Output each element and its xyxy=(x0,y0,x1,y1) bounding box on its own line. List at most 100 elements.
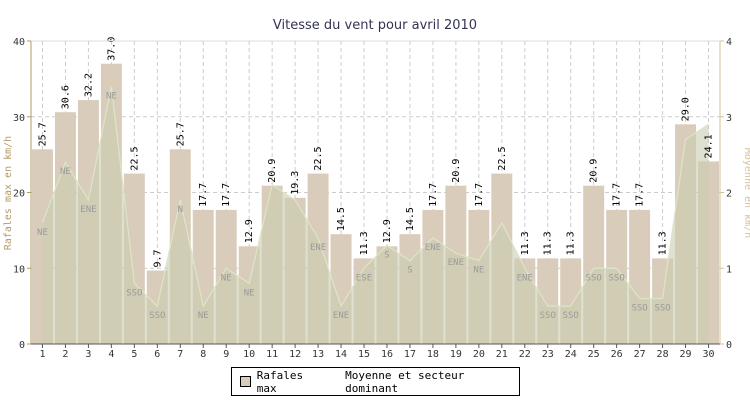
x-tick-label: 6 xyxy=(154,349,160,360)
sector-label: S xyxy=(384,251,389,261)
bar-value-label: 29.0 xyxy=(681,97,692,121)
x-tick-label: 2 xyxy=(62,349,68,360)
sector-label: NE xyxy=(37,228,48,238)
y-tick-label-right: 1 xyxy=(726,264,732,275)
x-tick-label: 21 xyxy=(496,349,508,360)
sector-label: SSO xyxy=(631,304,647,314)
y-axis-right-label: Moyenne en km/h xyxy=(742,148,750,238)
plot-area: NE NE ENE NE SSO SSO N NE NE NE ENE ENE ESE S S ENE ENE N… xyxy=(13,37,732,360)
x-tick-label: 29 xyxy=(680,349,692,360)
sector-label: NE xyxy=(244,288,255,298)
bar-value-label: 22.5 xyxy=(129,146,140,170)
x-tick-label: 17 xyxy=(404,349,416,360)
y-tick-label-left: 0 xyxy=(19,340,25,351)
sector-label: SSO xyxy=(563,311,579,321)
x-tick-label: 4 xyxy=(108,349,114,360)
bar-value-label: 9.7 xyxy=(152,249,163,267)
mean-line xyxy=(41,86,709,308)
sector-label: S xyxy=(407,266,412,276)
bar-value-label: 25.7 xyxy=(37,122,48,146)
legend-swatch-gusts xyxy=(240,376,251,387)
bar-value-label: 17.7 xyxy=(474,183,485,207)
y-tick-label-left: 10 xyxy=(13,264,25,275)
y-tick-label-right: 3 xyxy=(726,113,732,124)
legend-label-gusts: Rafales max xyxy=(256,368,304,395)
x-tick-label: 25 xyxy=(588,349,600,360)
y-tick-label-right: 4 xyxy=(726,37,732,48)
bar-value-label: 17.7 xyxy=(198,183,209,207)
x-tick-label: 13 xyxy=(312,349,324,360)
bar-value-label: 14.5 xyxy=(336,207,347,231)
bar-value-label: 17.7 xyxy=(221,183,232,207)
y-axis-left-label: Rafales max en km/h xyxy=(3,136,14,250)
sector-label: ENE xyxy=(448,258,464,268)
bar-value-label: 11.3 xyxy=(359,231,370,255)
x-tick-label: 9 xyxy=(223,349,229,360)
x-tick-label: 3 xyxy=(85,349,91,360)
bar-value-label: 22.5 xyxy=(497,146,508,170)
sector-label: NE xyxy=(221,273,232,283)
sector-label: NE xyxy=(106,91,117,101)
bar-value-label: 11.3 xyxy=(543,231,554,255)
y-tick-label-left: 20 xyxy=(13,189,25,200)
bar-value-label: 11.3 xyxy=(566,231,577,255)
bar-value-label: 19.3 xyxy=(290,171,301,195)
mean-area xyxy=(42,86,709,344)
sector-label: ENE xyxy=(425,243,441,253)
sector-label: ENE xyxy=(80,205,96,215)
bar-value-label: 20.9 xyxy=(451,159,462,183)
bar-value-label: 24.1 xyxy=(704,134,715,158)
bar-value-label: 11.3 xyxy=(520,231,531,255)
bar-value-label: 12.9 xyxy=(244,219,255,243)
sector-label: NE xyxy=(473,266,484,276)
y-tick-label-left: 40 xyxy=(13,37,25,48)
chart-legend: Rafales max Moyenne et secteur dominant xyxy=(231,367,520,396)
bar-value-label: 14.5 xyxy=(405,207,416,231)
x-tick-label: 22 xyxy=(519,349,531,360)
x-tick-label: 30 xyxy=(702,349,714,360)
sector-label: SSO xyxy=(586,273,602,283)
x-tick-label: 26 xyxy=(611,349,623,360)
y-tick-label-left: 30 xyxy=(13,113,25,124)
sector-label: SSO xyxy=(609,273,625,283)
x-tick-label: 8 xyxy=(200,349,206,360)
bar-value-label: 17.7 xyxy=(612,183,623,207)
sector-label: ESE xyxy=(356,273,372,283)
x-tick-label: 27 xyxy=(634,349,646,360)
x-tick-label: 10 xyxy=(243,349,255,360)
sector-label: ENE xyxy=(517,273,533,283)
y-tick-label-right: 2 xyxy=(726,189,732,200)
sector-label: NE xyxy=(198,311,209,321)
x-tick-label: 16 xyxy=(381,349,393,360)
bar-value-label: 37.0 xyxy=(106,37,117,61)
sector-label: N xyxy=(178,205,183,215)
x-tick-label: 14 xyxy=(335,349,347,360)
sector-label: ENE xyxy=(310,243,326,253)
x-tick-label: 28 xyxy=(657,349,669,360)
bar-value-label: 30.6 xyxy=(60,85,71,109)
bar-value-label: 25.7 xyxy=(175,122,186,146)
bar-value-label: 11.3 xyxy=(658,231,669,255)
bar-value-label: 20.9 xyxy=(267,159,278,183)
sector-label: SSO xyxy=(126,288,142,298)
x-tick-label: 20 xyxy=(473,349,485,360)
sector-label: SSO xyxy=(540,311,556,321)
bar-value-label: 22.5 xyxy=(313,146,324,170)
x-tick-label: 7 xyxy=(177,349,183,360)
bar-value-label: 20.9 xyxy=(589,159,600,183)
sector-label: SSO xyxy=(654,304,670,314)
bar-value-label: 12.9 xyxy=(382,219,393,243)
x-tick-label: 24 xyxy=(565,349,577,360)
bar-value-label: 17.7 xyxy=(635,183,646,207)
chart-title: Vitesse du vent pour avril 2010 xyxy=(273,18,477,33)
bar-value-label: 32.2 xyxy=(83,73,94,97)
bar-value-label: 17.7 xyxy=(428,183,439,207)
sector-label: NE xyxy=(60,167,71,177)
x-tick-label: 18 xyxy=(427,349,439,360)
x-tick-label: 23 xyxy=(542,349,554,360)
legend-label-mean: Moyenne et secteur dominant xyxy=(345,368,465,395)
x-tick-label: 15 xyxy=(358,349,370,360)
sector-label: SSO xyxy=(149,311,165,321)
x-tick-label: 1 xyxy=(39,349,45,360)
